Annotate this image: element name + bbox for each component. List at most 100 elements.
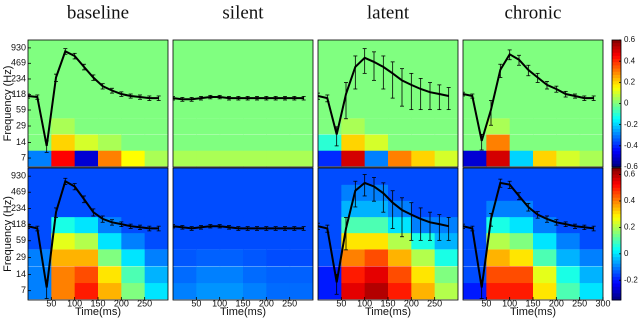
heat-cell xyxy=(533,40,557,57)
heat-cell xyxy=(388,249,412,267)
heat-cell xyxy=(509,249,534,267)
heat-cell xyxy=(219,266,244,284)
heat-cell xyxy=(289,150,313,167)
heat-cell xyxy=(173,134,197,151)
heat-cell xyxy=(266,55,291,72)
panel-title: silent xyxy=(222,2,264,23)
heat-cell xyxy=(434,40,458,57)
colorbar-step xyxy=(612,68,621,73)
heat-cell xyxy=(486,86,511,103)
heat-cell xyxy=(266,200,291,218)
heat-cell xyxy=(219,282,244,300)
heat-cell xyxy=(219,118,244,135)
heat-cell xyxy=(486,216,511,234)
panel xyxy=(317,39,459,168)
heat-cell xyxy=(121,232,146,250)
trace-line xyxy=(318,181,449,283)
colorbar-step xyxy=(612,93,621,98)
heat-cell xyxy=(411,216,436,234)
panel-body xyxy=(28,168,168,300)
heat-cell xyxy=(318,55,342,72)
colorbar-step xyxy=(612,103,621,108)
heat-cell xyxy=(411,168,436,185)
heat-cell xyxy=(463,216,487,234)
panel xyxy=(317,167,459,301)
x-axis-label: Time(ms) xyxy=(75,306,121,318)
heat-cell xyxy=(266,266,291,284)
panel xyxy=(462,167,604,301)
heat-cell xyxy=(388,266,412,284)
heat-cell xyxy=(533,118,557,135)
y-tick-label: 234 xyxy=(11,73,26,83)
colorbar-step xyxy=(612,97,621,101)
trace-line xyxy=(173,96,304,101)
heat-cell xyxy=(98,134,122,151)
y-tick-label: 118 xyxy=(12,219,26,229)
panel-body xyxy=(173,40,313,167)
x-tick-label: 200 xyxy=(114,298,129,308)
heat-cell xyxy=(318,216,342,234)
heat-cell xyxy=(121,150,146,167)
heat-cell xyxy=(364,266,389,284)
heat-cell xyxy=(318,200,342,218)
colorbar-step xyxy=(612,74,621,79)
heat-cell xyxy=(579,134,603,151)
heat-cell xyxy=(243,71,267,88)
colorbar-tick-label: -0.6 xyxy=(624,162,638,171)
heat-cell xyxy=(173,55,197,72)
heat-cell xyxy=(74,86,99,103)
heat-cell xyxy=(486,134,511,151)
heat-cell xyxy=(556,249,581,267)
heat-cell xyxy=(98,168,122,185)
heat-cell xyxy=(341,200,366,218)
heat-cell xyxy=(28,40,52,57)
colorbar-step xyxy=(612,132,621,136)
y-tick-label: 234 xyxy=(11,203,26,213)
heat-cell xyxy=(364,134,389,151)
colorbar-step xyxy=(612,293,621,298)
heat-cell xyxy=(289,55,313,72)
heat-cell xyxy=(388,150,412,167)
colorbar-step xyxy=(612,257,621,261)
heat-cell xyxy=(121,55,146,72)
heat-cell xyxy=(243,282,267,300)
colorbar-step xyxy=(612,141,621,146)
heat-cell xyxy=(388,184,412,201)
heat-cell xyxy=(196,134,221,151)
colorbar-step xyxy=(612,49,621,54)
heat-cell xyxy=(243,184,267,201)
panel-title: chronic xyxy=(505,2,562,23)
heat-cell xyxy=(219,184,244,201)
heat-cell xyxy=(556,71,581,88)
heat-cell xyxy=(173,266,197,284)
heat-cell xyxy=(51,216,76,234)
colorbar-step xyxy=(612,247,621,251)
colorbar-step xyxy=(612,234,621,238)
heat-cell xyxy=(289,118,313,135)
heat-cell xyxy=(98,150,122,167)
heat-cell xyxy=(388,134,412,151)
heat-cell xyxy=(388,102,412,119)
heat-cell xyxy=(121,40,146,57)
heat-cell xyxy=(144,184,168,201)
heat-cell xyxy=(144,102,168,119)
heat-cell xyxy=(74,102,99,119)
colorbar-step xyxy=(612,240,621,245)
heat-cell xyxy=(434,150,458,167)
panel xyxy=(462,39,604,168)
heat-cell xyxy=(509,71,534,88)
heat-cell xyxy=(579,40,603,57)
y-tick-label: 14 xyxy=(16,137,26,147)
heat-cell xyxy=(74,40,99,57)
heat-cell xyxy=(289,168,313,185)
heat-cell xyxy=(219,40,244,57)
heat-cell xyxy=(51,266,76,284)
heat-cell xyxy=(98,71,122,88)
heat-cell xyxy=(486,55,511,72)
colorbar-step xyxy=(612,187,621,192)
colorbar-step xyxy=(612,260,621,265)
heat-cell xyxy=(289,102,313,119)
trace-line xyxy=(28,49,159,147)
colorbar-tick-label: 0.2 xyxy=(624,77,636,86)
colorbar-step xyxy=(612,273,621,278)
